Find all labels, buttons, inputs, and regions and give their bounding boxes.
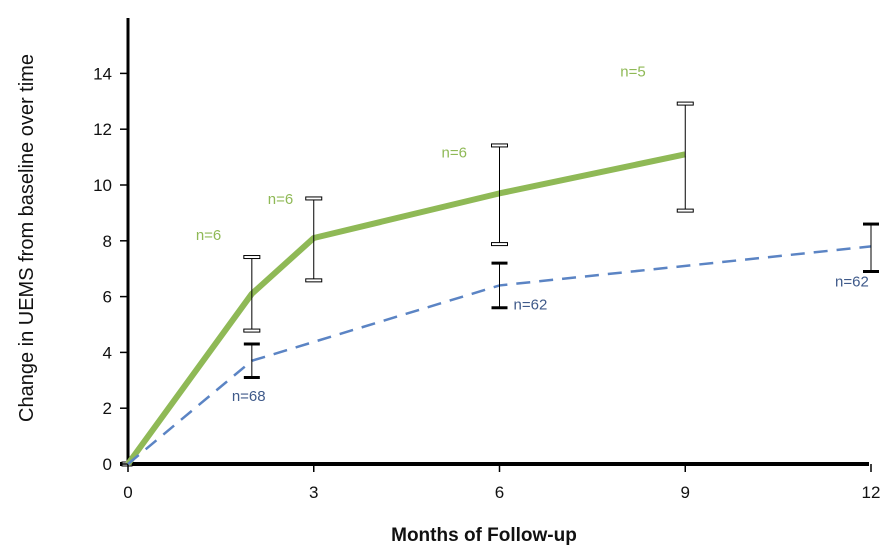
- error-bar: [243, 255, 261, 333]
- y-tick-label: 4: [103, 343, 112, 362]
- sample-size-label: n=68: [232, 388, 266, 405]
- n-labels: n=6 n=6 n=6 n=5 n=68 n=62 n=62: [196, 63, 869, 404]
- dashed-series-line: [127, 245, 872, 465]
- y-tick-label: 12: [93, 120, 112, 139]
- sample-size-label: n=62: [514, 296, 548, 313]
- y-axis-title: Change in UEMS from baseline over time: [16, 54, 38, 422]
- x-tick-label: 9: [681, 483, 690, 502]
- x-tick-label: 0: [123, 483, 132, 502]
- solid-series-line: [125, 151, 686, 466]
- x-axis-ticks: 0 3 6 9 12: [123, 464, 880, 502]
- end-marker: [863, 462, 869, 466]
- sample-size-label: n=6: [268, 191, 293, 208]
- error-bar: [676, 101, 694, 213]
- y-axis-ticks: 0 2 4 6 8 10 12 14: [93, 64, 128, 474]
- sample-size-label: n=62: [835, 273, 869, 290]
- sample-size-label: n=5: [620, 63, 645, 80]
- error-bar: [305, 196, 323, 283]
- x-tick-label: 3: [309, 483, 318, 502]
- error-bar: [243, 342, 260, 380]
- y-tick-label: 8: [103, 232, 112, 251]
- x-tick-label: 12: [862, 483, 881, 502]
- x-axis-title: Months of Follow-up: [391, 525, 577, 546]
- error-bars: [243, 101, 879, 380]
- x-tick-label: 6: [495, 483, 504, 502]
- sample-size-label: n=6: [196, 227, 221, 244]
- y-tick-label: 10: [93, 176, 112, 195]
- y-tick-label: 14: [93, 64, 112, 83]
- error-bar: [491, 261, 508, 310]
- y-tick-label: 0: [103, 455, 112, 474]
- y-tick-label: 2: [103, 399, 112, 418]
- sample-size-label: n=6: [442, 144, 467, 161]
- y-tick-label: 6: [103, 288, 112, 307]
- error-bar: [491, 143, 508, 247]
- error-bar: [863, 222, 879, 273]
